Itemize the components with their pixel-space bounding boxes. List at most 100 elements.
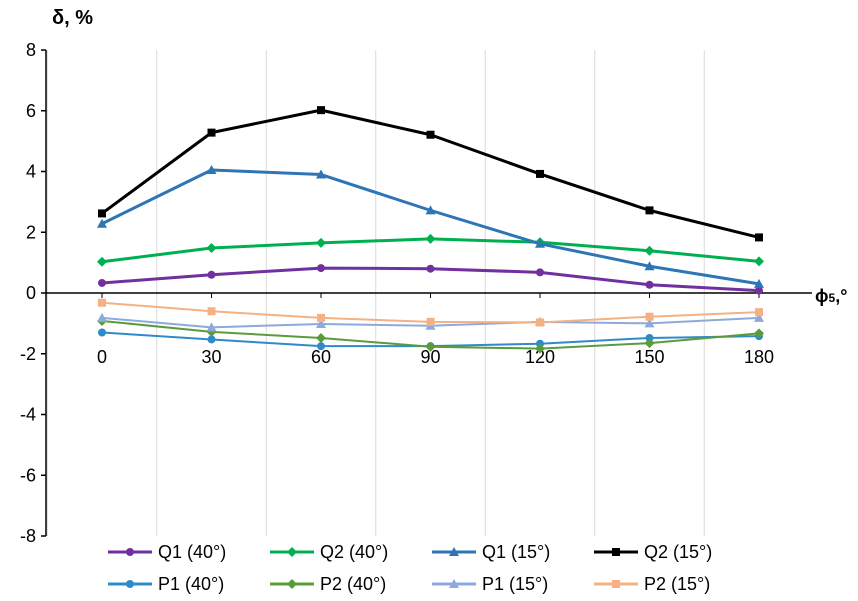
data-point (754, 278, 764, 288)
data-point (97, 256, 107, 267)
data-point (536, 169, 544, 178)
data-point (98, 209, 106, 218)
legend-label: Q1 (15°) (482, 542, 550, 562)
legend-swatch-marker (449, 547, 459, 556)
series-5 (97, 315, 764, 354)
data-point (644, 261, 655, 271)
data-point (207, 335, 216, 344)
legend-item: P1 (40°) (108, 574, 224, 594)
data-point (754, 328, 764, 339)
data-point (754, 312, 764, 322)
y-tick-label: 2 (26, 222, 36, 242)
data-point (97, 218, 107, 228)
data-point (645, 206, 654, 215)
data-point (755, 286, 763, 295)
legend-label: Q1 (40°) (158, 542, 226, 562)
y-tick-label: -2 (20, 344, 36, 364)
y-tick-label: -8 (20, 526, 36, 546)
data-point (645, 333, 654, 342)
legend-item: Q1 (15°) (432, 542, 550, 562)
y-tick-label: -6 (20, 465, 36, 485)
x-tick-label: 60 (311, 347, 331, 367)
data-point (644, 245, 655, 256)
data-point (644, 338, 655, 349)
axes: -8 -6 -4 -2 0 2 4 6 8 0 30 60 90 120 150 180 (20, 40, 812, 546)
data-point (426, 130, 435, 139)
data-point (207, 270, 216, 279)
x-tick-label: 90 (420, 347, 440, 367)
data-point (316, 169, 326, 179)
series-2 (97, 164, 764, 288)
data-point (425, 205, 436, 215)
data-point (536, 268, 544, 277)
x-tick-label: 150 (634, 347, 664, 367)
legend-swatch-marker (612, 548, 620, 556)
legend: Q1 (40°) Q2 (40°) Q1 (15°) Q2 (15°) P1 (40°)… (108, 542, 712, 594)
x-tick-label: 120 (525, 347, 555, 367)
legend-item: Q2 (40°) (270, 542, 388, 562)
legend-item: P2 (40°) (270, 574, 386, 594)
series-0 (98, 264, 763, 295)
data-point (97, 312, 107, 322)
legend-item: Q1 (40°) (108, 542, 226, 562)
legend-label: P1 (40°) (158, 574, 224, 594)
x-tick-label: 0 (97, 347, 107, 367)
data-point (645, 312, 654, 321)
data-point (535, 238, 545, 248)
series-group (97, 106, 764, 354)
x-axis-label-sub: 5 (829, 291, 836, 305)
data-point (426, 317, 435, 326)
data-point (317, 342, 325, 351)
y-tick-label: 0 (26, 283, 36, 303)
legend-swatch-marker (287, 579, 297, 589)
legend-label: Q2 (40°) (320, 542, 388, 562)
x-tick-label: 30 (201, 347, 221, 367)
data-point (317, 264, 325, 273)
x-axis-label-unit: ,° (835, 286, 847, 306)
x-axis-label-main: ϕ (815, 286, 829, 306)
data-point (206, 243, 217, 254)
data-point (207, 128, 216, 137)
legend-swatch-marker (126, 580, 134, 588)
series-1 (97, 233, 764, 267)
series-3 (98, 106, 763, 242)
legend-swatch-marker (449, 579, 459, 588)
legend-label: P2 (40°) (320, 574, 386, 594)
data-point (536, 318, 544, 327)
data-point (98, 328, 106, 337)
x-axis-label: ϕ5,° (815, 286, 847, 306)
data-point (425, 341, 436, 352)
legend-swatch-marker (612, 580, 620, 588)
legend-label: P1 (15°) (482, 574, 548, 594)
data-point (645, 280, 654, 289)
data-point (206, 322, 217, 332)
legend-item: P1 (15°) (432, 574, 548, 594)
y-tick-label: 6 (26, 101, 36, 121)
legend-item: Q2 (15°) (594, 542, 712, 562)
data-point (644, 318, 655, 328)
data-point (755, 233, 763, 242)
data-point (425, 233, 436, 244)
data-point (98, 298, 106, 307)
data-point (207, 307, 216, 316)
data-point (206, 164, 217, 174)
data-point (317, 106, 325, 115)
data-point (316, 332, 326, 343)
legend-swatch-marker (287, 547, 297, 557)
y-tick-label: -4 (20, 405, 36, 425)
legend-label: Q2 (15°) (644, 542, 712, 562)
legend-swatch-marker (126, 548, 134, 556)
data-point (535, 343, 545, 354)
y-axis-label: δ, % (52, 7, 93, 29)
y-tick-label: 8 (26, 40, 36, 60)
legend-label: P2 (15°) (644, 574, 710, 594)
data-point (426, 264, 435, 273)
series-7 (98, 298, 763, 327)
data-point (316, 318, 326, 328)
data-point (754, 256, 764, 267)
x-tick-label: 180 (744, 347, 774, 367)
data-point (755, 308, 763, 317)
y-tick-label: 4 (26, 162, 36, 182)
